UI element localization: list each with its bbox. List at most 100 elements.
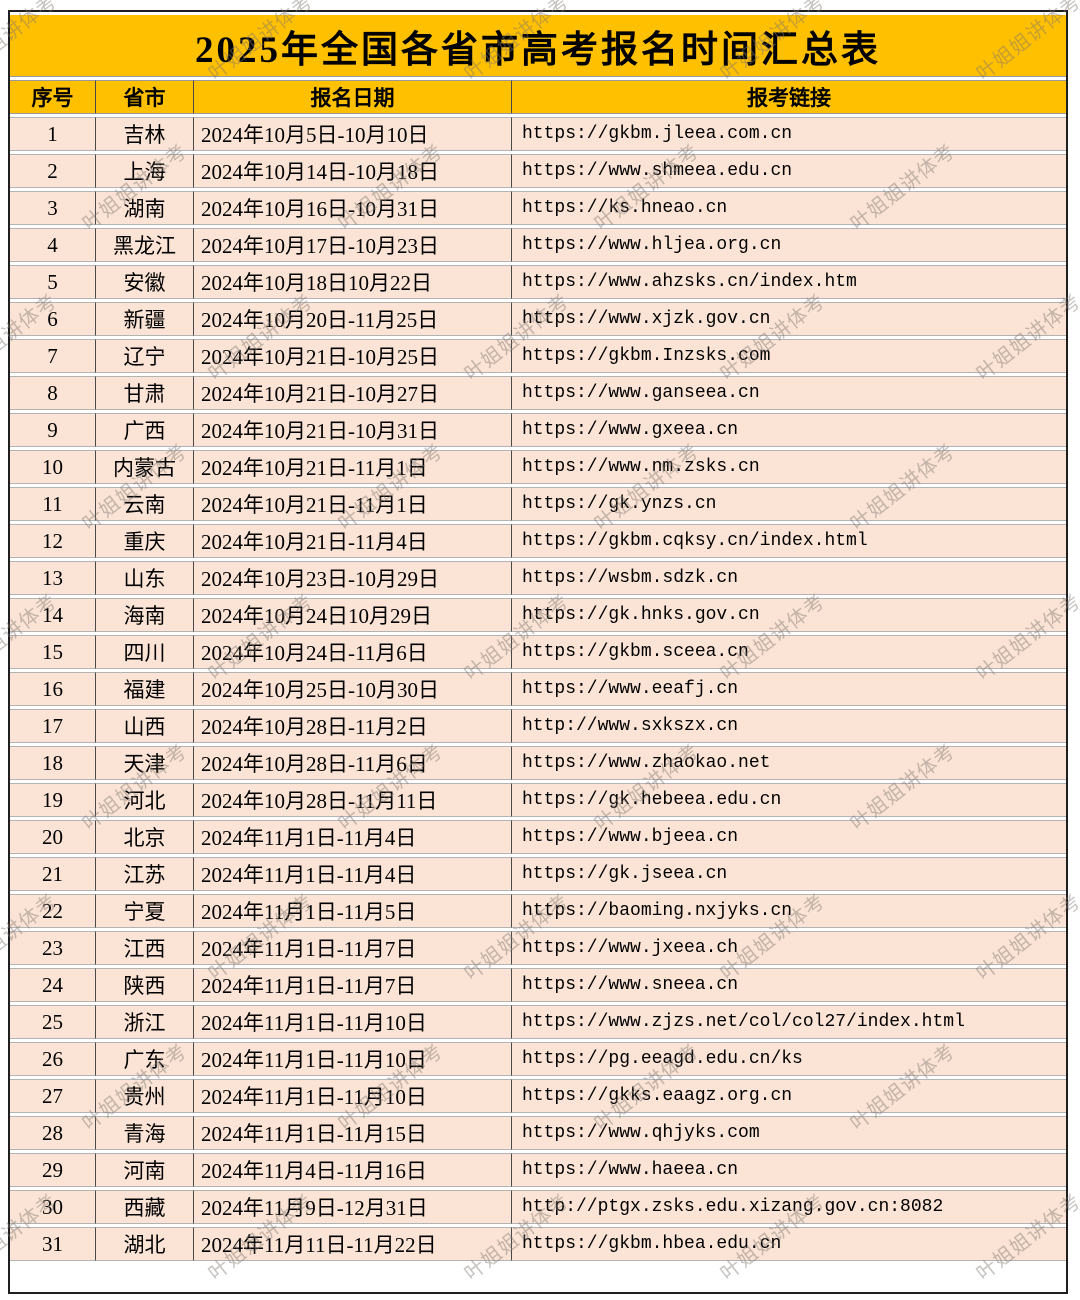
link-cell: https://www.eeafj.cn xyxy=(512,672,1066,706)
province-cell: 广东 xyxy=(96,1042,194,1076)
table-row: 8 甘肃 2024年10月21日-10月27日 https://www.ganseea… xyxy=(10,376,1066,410)
row-index: 10 xyxy=(10,450,96,484)
table-row: 9 广西 2024年10月21日-10月31日 https://www.gxeea.c… xyxy=(10,413,1066,447)
province-cell: 甘肃 xyxy=(96,376,194,410)
row-index: 17 xyxy=(10,709,96,743)
date-cell: 2024年11月1日-11月4日 xyxy=(194,820,512,854)
province-cell: 重庆 xyxy=(96,524,194,558)
table-row: 26 广东 2024年11月1日-11月10日 https://pg.eeagd.ed… xyxy=(10,1042,1066,1076)
row-index: 12 xyxy=(10,524,96,558)
province-cell: 新疆 xyxy=(96,302,194,336)
province-cell: 江西 xyxy=(96,931,194,965)
province-cell: 四川 xyxy=(96,635,194,669)
row-index: 21 xyxy=(10,857,96,891)
link-cell: https://www.gxeea.cn xyxy=(512,413,1066,447)
link-cell: https://pg.eeagd.edu.cn/ks xyxy=(512,1042,1066,1076)
row-index: 23 xyxy=(10,931,96,965)
date-cell: 2024年10月25日-10月30日 xyxy=(194,672,512,706)
table-row: 25 浙江 2024年11月1日-11月10日 https://www.zjzs.ne… xyxy=(10,1005,1066,1039)
table-row: 14 海南 2024年10月24日10月29日 https://gk.hnks.gov… xyxy=(10,598,1066,632)
row-index: 25 xyxy=(10,1005,96,1039)
table-row: 16 福建 2024年10月25日-10月30日 https://www.eeafj.… xyxy=(10,672,1066,706)
province-cell: 福建 xyxy=(96,672,194,706)
link-cell: https://www.haeea.cn xyxy=(512,1153,1066,1187)
link-cell: https://www.nm.zsks.cn xyxy=(512,450,1066,484)
date-cell: 2024年11月1日-11月15日 xyxy=(194,1116,512,1150)
date-cell: 2024年11月1日-11月7日 xyxy=(194,968,512,1002)
date-cell: 2024年10月20日-11月25日 xyxy=(194,302,512,336)
row-index: 7 xyxy=(10,339,96,373)
row-index: 15 xyxy=(10,635,96,669)
province-cell: 青海 xyxy=(96,1116,194,1150)
table-row: 3 湖南 2024年10月16日-10月31日 https://ks.hneao.cn xyxy=(10,191,1066,225)
province-cell: 天津 xyxy=(96,746,194,780)
row-index: 6 xyxy=(10,302,96,336)
province-cell: 河南 xyxy=(96,1153,194,1187)
row-index: 29 xyxy=(10,1153,96,1187)
link-cell: https://www.zhaokao.net xyxy=(512,746,1066,780)
province-cell: 内蒙古 xyxy=(96,450,194,484)
province-cell: 广西 xyxy=(96,413,194,447)
province-cell: 山东 xyxy=(96,561,194,595)
row-index: 1 xyxy=(10,117,96,151)
province-cell: 山西 xyxy=(96,709,194,743)
table-row: 2 上海 2024年10月14日-10月18日 https://www.shmeea.… xyxy=(10,154,1066,188)
column-header-index: 序号 xyxy=(10,80,96,114)
province-cell: 河北 xyxy=(96,783,194,817)
title-row: 2025年全国各省市高考报名时间汇总表 xyxy=(10,15,1066,77)
link-cell: https://www.zjzs.net/col/col27/index.htm… xyxy=(512,1005,1066,1039)
date-cell: 2024年11月4日-11月16日 xyxy=(194,1153,512,1187)
link-cell: https://gk.hnks.gov.cn xyxy=(512,598,1066,632)
row-index: 27 xyxy=(10,1079,96,1113)
date-cell: 2024年10月28日-11月11日 xyxy=(194,783,512,817)
date-cell: 2024年10月23日-10月29日 xyxy=(194,561,512,595)
table-row: 6 新疆 2024年10月20日-11月25日 https://www.xjzk.go… xyxy=(10,302,1066,336)
province-cell: 辽宁 xyxy=(96,339,194,373)
table-row: 7 辽宁 2024年10月21日-10月25日 https://gkbm.Inzsks… xyxy=(10,339,1066,373)
link-cell: https://gk.hebeea.edu.cn xyxy=(512,783,1066,817)
date-cell: 2024年11月1日-11月10日 xyxy=(194,1042,512,1076)
row-index: 18 xyxy=(10,746,96,780)
province-cell: 湖北 xyxy=(96,1227,194,1261)
table-row: 30 西藏 2024年11月9日-12月31日 http://ptgx.zsks.ed… xyxy=(10,1190,1066,1224)
row-index: 3 xyxy=(10,191,96,225)
link-cell: http://ptgx.zsks.edu.xizang.gov.cn:8082 xyxy=(512,1190,1066,1224)
table-row: 11 云南 2024年10月21日-11月1日 https://gk.ynzs.cn xyxy=(10,487,1066,521)
province-cell: 宁夏 xyxy=(96,894,194,928)
link-cell: https://ks.hneao.cn xyxy=(512,191,1066,225)
row-index: 26 xyxy=(10,1042,96,1076)
province-cell: 吉林 xyxy=(96,117,194,151)
date-cell: 2024年10月28日-11月2日 xyxy=(194,709,512,743)
province-cell: 西藏 xyxy=(96,1190,194,1224)
link-cell: https://gkks.eaagz.org.cn xyxy=(512,1079,1066,1113)
date-cell: 2024年11月1日-11月10日 xyxy=(194,1005,512,1039)
table-row: 12 重庆 2024年10月21日-11月4日 https://gkbm.cqksy.… xyxy=(10,524,1066,558)
link-cell: https://gkbm.sceea.cn xyxy=(512,635,1066,669)
date-cell: 2024年10月17日-10月23日 xyxy=(194,228,512,262)
date-cell: 2024年10月16日-10月31日 xyxy=(194,191,512,225)
link-cell: https://www.ganseea.cn xyxy=(512,376,1066,410)
date-cell: 2024年10月21日-10月25日 xyxy=(194,339,512,373)
gaokao-registration-table-frame: 2025年全国各省市高考报名时间汇总表 序号 省市 报名日期 报考链接 1 吉林 2… xyxy=(8,10,1068,1294)
row-index: 11 xyxy=(10,487,96,521)
table-row: 20 北京 2024年11月1日-11月4日 https://www.bjeea.cn xyxy=(10,820,1066,854)
link-cell: https://www.bjeea.cn xyxy=(512,820,1066,854)
row-index: 14 xyxy=(10,598,96,632)
row-index: 13 xyxy=(10,561,96,595)
date-cell: 2024年11月1日-11月5日 xyxy=(194,894,512,928)
date-cell: 2024年10月14日-10月18日 xyxy=(194,154,512,188)
province-cell: 贵州 xyxy=(96,1079,194,1113)
link-cell: https://gk.ynzs.cn xyxy=(512,487,1066,521)
province-cell: 云南 xyxy=(96,487,194,521)
row-index: 24 xyxy=(10,968,96,1002)
date-cell: 2024年10月21日-10月31日 xyxy=(194,413,512,447)
date-cell: 2024年11月1日-11月7日 xyxy=(194,931,512,965)
date-cell: 2024年11月9日-12月31日 xyxy=(194,1190,512,1224)
link-cell: https://gkbm.Inzsks.com xyxy=(512,339,1066,373)
table-row: 5 安徽 2024年10月18日10月22日 https://www.ahzsks.c… xyxy=(10,265,1066,299)
date-cell: 2024年10月18日10月22日 xyxy=(194,265,512,299)
row-index: 9 xyxy=(10,413,96,447)
column-header-link: 报考链接 xyxy=(512,80,1066,114)
province-cell: 江苏 xyxy=(96,857,194,891)
link-cell: https://gk.jseea.cn xyxy=(512,857,1066,891)
